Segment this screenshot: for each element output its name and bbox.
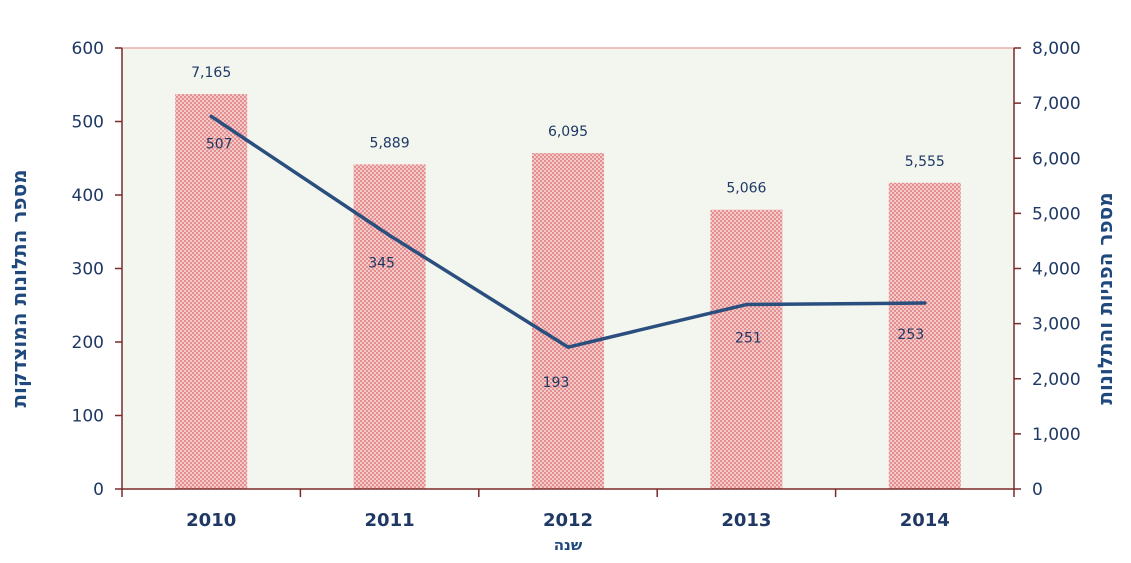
y-left-tick-label: 600 bbox=[72, 39, 104, 59]
y-left-tick-label: 200 bbox=[72, 333, 104, 353]
bar bbox=[888, 182, 961, 489]
bar-data-label: 6,095 bbox=[548, 124, 588, 140]
y-right-tick-label: 3,000 bbox=[1032, 315, 1081, 335]
y-right-axis-title: מספר הפניות והתלונות bbox=[1093, 192, 1117, 404]
x-axis-title: שנה bbox=[554, 536, 583, 554]
y-left-tick-label: 100 bbox=[72, 407, 104, 427]
bar-data-label: 5,066 bbox=[726, 181, 766, 197]
line-data-label: 507 bbox=[206, 136, 233, 152]
y-left-tick-label: 300 bbox=[72, 260, 104, 280]
y-right-tick-label: 4,000 bbox=[1032, 260, 1081, 280]
bar bbox=[532, 153, 604, 489]
y-right-tick-label: 2,000 bbox=[1032, 370, 1081, 390]
y-left-tick-label: 400 bbox=[72, 186, 104, 206]
line-data-label: 345 bbox=[368, 255, 395, 271]
y-right-tick-label: 8,000 bbox=[1032, 39, 1081, 59]
y-right-tick-label: 5,000 bbox=[1032, 204, 1081, 224]
y-left-tick-label: 500 bbox=[72, 113, 104, 133]
bar-data-label: 5,889 bbox=[370, 135, 410, 151]
bar bbox=[175, 94, 248, 490]
x-tick-label: 2011 bbox=[365, 510, 415, 531]
x-tick-label: 2013 bbox=[721, 510, 771, 531]
bar bbox=[353, 164, 426, 489]
y-left-tick-label: 0 bbox=[93, 480, 104, 500]
x-tick-label: 2014 bbox=[900, 510, 950, 531]
line-data-label: 193 bbox=[543, 375, 570, 391]
bar-data-label: 5,555 bbox=[905, 154, 945, 170]
x-tick-label: 2010 bbox=[186, 510, 236, 531]
x-tick-label: 2012 bbox=[543, 510, 593, 531]
bar-data-label: 7,165 bbox=[191, 65, 231, 81]
bar bbox=[710, 209, 783, 489]
line-data-label: 253 bbox=[897, 327, 924, 343]
y-right-tick-label: 0 bbox=[1032, 480, 1043, 500]
y-right-tick-label: 1,000 bbox=[1032, 425, 1081, 445]
y-right-tick-label: 7,000 bbox=[1032, 94, 1081, 114]
y-left-axis-title: מספר התלונות המוצדקות bbox=[7, 169, 31, 407]
y-right-tick-label: 6,000 bbox=[1032, 149, 1081, 169]
line-data-label: 251 bbox=[735, 331, 762, 347]
